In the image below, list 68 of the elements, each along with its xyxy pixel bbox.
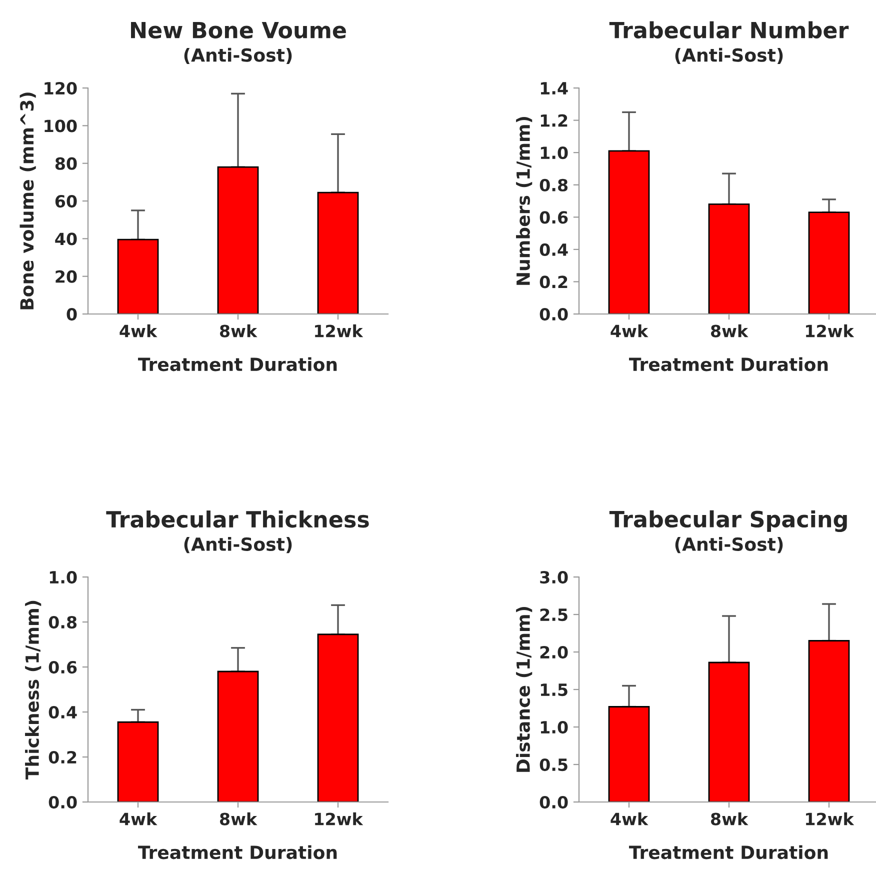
y-tick-label: 80 — [55, 157, 77, 170]
y-tick-label: 0.4 — [48, 706, 77, 719]
x-axis-title: Treatment Duration — [138, 357, 337, 372]
chart-subtitle: (Anti-Sost) — [675, 537, 783, 554]
y-tick-label: 0.0 — [540, 796, 568, 809]
y-tick-label: 0.0 — [48, 796, 77, 809]
x-tick-label: 12wk — [315, 324, 364, 338]
y-axis-title: Thickness (1/mm) — [25, 600, 42, 780]
x-tick-label: 8wk — [220, 812, 258, 826]
y-tick-label: 2.5 — [540, 608, 568, 622]
y-tick-label: 0.5 — [540, 758, 568, 772]
y-axis-title: Bone volume (mm^3) — [20, 92, 36, 310]
x-tick-label: 4wk — [610, 324, 648, 338]
y-tick-label: 0.4 — [540, 243, 568, 256]
x-tick-label: 12wk — [315, 812, 364, 826]
x-tick-label: 4wk — [610, 812, 648, 826]
x-tick-label: 12wk — [806, 324, 854, 338]
y-tick-label: 0.8 — [540, 178, 568, 192]
y-tick-label: 100 — [44, 120, 77, 132]
x-tick-label: 8wk — [710, 324, 748, 338]
bar — [608, 150, 650, 314]
bar — [317, 634, 359, 802]
bar — [217, 166, 259, 314]
y-tick-label: 2.0 — [540, 646, 568, 659]
y-tick-label: 0.0 — [540, 308, 568, 321]
x-axis-title: Treatment Duration — [629, 357, 828, 372]
chart-subtitle: (Anti-Sost) — [675, 48, 783, 64]
y-tick-label: 40 — [55, 232, 77, 246]
bar — [808, 640, 850, 802]
y-tick-label: 3.0 — [540, 570, 568, 584]
y-tick-label: 0.6 — [540, 211, 568, 224]
y-tick-label: 1.4 — [540, 82, 568, 94]
x-tick-label: 4wk — [120, 812, 158, 826]
x-tick-label: 4wk — [120, 324, 158, 338]
y-tick-label: 20 — [56, 270, 77, 283]
y-tick-label: 0.8 — [48, 616, 77, 629]
y-tick-label: 1.2 — [540, 114, 568, 127]
bar — [808, 212, 850, 314]
y-tick-label: 60 — [55, 194, 77, 208]
bar — [708, 204, 750, 314]
x-tick-label: 8wk — [710, 812, 748, 826]
bar — [317, 192, 359, 314]
y-tick-label: 1.0 — [540, 720, 568, 734]
y-tick-label: 1.5 — [540, 684, 568, 696]
y-tick-label: 0 — [66, 308, 77, 321]
bar — [608, 706, 650, 802]
bar — [117, 721, 159, 802]
chart-subtitle: (Anti-Sost) — [184, 537, 292, 554]
x-axis-title: Treatment Duration — [138, 845, 337, 860]
y-tick-label: 120 — [44, 82, 77, 95]
y-axis-title: Distance (1/mm) — [516, 606, 532, 772]
chart-title: Trabecular Number — [609, 21, 849, 38]
chart-title: Trabecular Thickness — [106, 510, 369, 528]
y-axis-title: Numbers (1/mm) — [516, 116, 532, 285]
y-tick-label: 1.0 — [50, 570, 77, 584]
y-tick-label: 0.6 — [48, 660, 77, 674]
x-tick-label: 8wk — [220, 324, 258, 338]
chart-subtitle: (Anti-Sost) — [184, 48, 292, 64]
x-axis-title: Treatment Duration — [629, 845, 828, 860]
y-tick-label: 1.0 — [540, 146, 568, 160]
bar — [217, 670, 259, 802]
bar — [117, 238, 159, 314]
y-tick-label: 0.2 — [540, 276, 568, 288]
chart-title: Trabecular Spacing — [609, 510, 847, 532]
chart-title: New Bone Voume — [131, 22, 346, 38]
y-tick-label: 0.2 — [48, 750, 76, 764]
x-tick-label: 12wk — [806, 812, 854, 826]
bar — [708, 662, 750, 802]
